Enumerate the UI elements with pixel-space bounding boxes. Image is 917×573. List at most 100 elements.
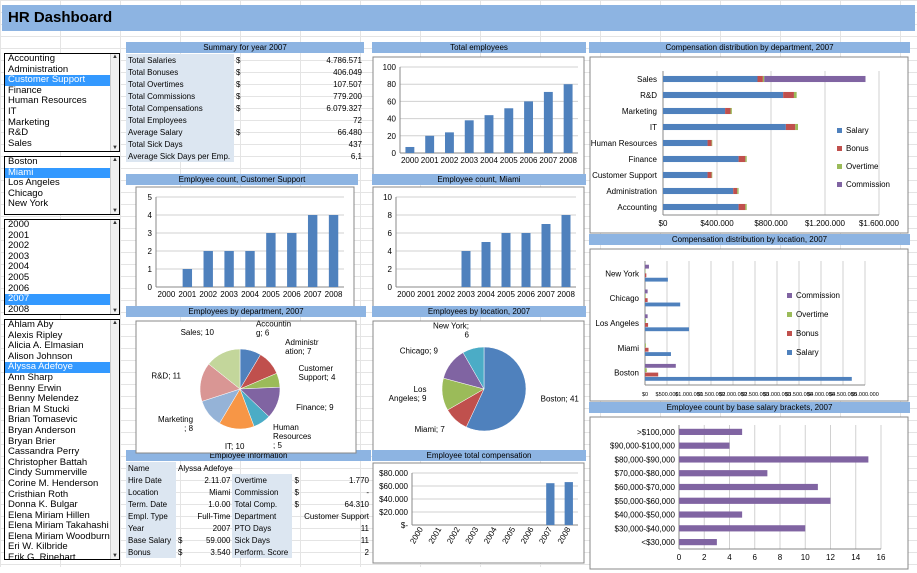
info-label: Base Salary [126, 534, 176, 546]
employees-list-item[interactable]: Erik G. Rinehart [5, 553, 119, 560]
comp-loc-title: Compensation distribution by location, 2… [589, 234, 910, 245]
summary-currency: $ [234, 126, 248, 138]
bar [679, 456, 868, 462]
info-currency [292, 510, 300, 522]
bar-segment [663, 108, 725, 114]
x-tick-label: $1.600.000 [859, 219, 900, 228]
comp-loc-chart: $0$500.000$1.000.000$1.500.000$2.000.000… [589, 245, 910, 403]
bar-segment [764, 76, 865, 82]
locations-scrollbar[interactable]: ▲▼ [110, 157, 119, 214]
bar-segment [731, 108, 732, 114]
bar-segment [663, 156, 739, 162]
bar [405, 147, 414, 153]
x-tick-label: 2005 [262, 290, 280, 299]
departments-list-item[interactable]: Human Resources [5, 96, 119, 107]
info-value: - [301, 486, 371, 498]
x-tick-label: 2008 [325, 290, 343, 299]
x-tick-label: 2005 [497, 290, 515, 299]
x-tick-label: 2 [702, 553, 707, 562]
scroll-down-icon[interactable]: ▼ [112, 308, 118, 314]
bar-segment [712, 140, 713, 146]
summary-currency: $ [234, 90, 248, 102]
summary-label: Total Commissions [126, 90, 234, 102]
legend-swatch [837, 128, 842, 133]
summary-value: 72 [248, 114, 364, 126]
summary-label: Total Employees [126, 114, 234, 126]
bar [504, 108, 513, 153]
info-label: Location [126, 486, 176, 498]
summary-row: Average Sick Days per Emp.6,1 [126, 150, 364, 162]
bar [542, 224, 551, 287]
employee-name-value: Alyssa Adefoye [176, 462, 371, 474]
scroll-up-icon[interactable]: ▲ [112, 320, 118, 326]
bar-segment [645, 265, 649, 269]
category-label: Marketing [622, 107, 657, 116]
locations-list-item[interactable]: Boston [5, 157, 119, 168]
summary-label: Total Overtimes [126, 78, 234, 90]
summary-value: 406.049 [248, 66, 364, 78]
info-value: 2007 [184, 522, 232, 534]
scroll-down-icon[interactable]: ▼ [112, 145, 118, 151]
departments-list-item[interactable]: Sales [5, 139, 119, 150]
category-label: R&D [640, 91, 657, 100]
years-list-item[interactable]: 2005 [5, 273, 119, 284]
pie-slice-label: Finance; 9 [296, 403, 334, 412]
scroll-up-icon[interactable]: ▲ [112, 220, 118, 226]
locations-list-item[interactable]: New York [5, 199, 119, 210]
legend-swatch [787, 331, 792, 336]
y-tick-label: 3 [148, 229, 153, 238]
summary-value: 6.079.327 [248, 102, 364, 114]
x-tick-label: 2004 [480, 156, 498, 165]
bar-segment [645, 323, 648, 327]
chart-frame [590, 417, 908, 569]
y-tick-label: 4 [148, 211, 153, 220]
employees-list-item[interactable]: Ann Sharp [5, 373, 119, 384]
bar [465, 120, 474, 153]
bar [204, 251, 213, 287]
bar [502, 233, 511, 287]
employees-list-item[interactable]: Bryan Anderson [5, 426, 119, 437]
bar-segment [725, 108, 730, 114]
departments-list-item[interactable]: Accounting [5, 54, 119, 65]
bar [425, 136, 434, 153]
y-tick-label: 8 [388, 211, 393, 220]
employees-list-item[interactable]: Ahlam Aby [5, 320, 119, 331]
legend-label: Commission [846, 180, 890, 189]
scroll-down-icon[interactable]: ▼ [112, 208, 118, 214]
bar-segment [758, 76, 763, 82]
scroll-down-icon[interactable]: ▼ [112, 553, 118, 559]
bar [183, 269, 192, 287]
bar [679, 484, 818, 490]
info-currency [176, 510, 184, 522]
departments-list-item[interactable]: IT [5, 107, 119, 118]
bar-segment [645, 373, 658, 377]
scroll-up-icon[interactable]: ▲ [112, 54, 118, 60]
info-label: Sick Days [232, 534, 292, 546]
bar-segment [645, 294, 646, 298]
y-tick-label: 0 [148, 283, 153, 292]
years-list-item[interactable]: 2008 [5, 305, 119, 315]
legend-label: Bonus [796, 329, 819, 338]
info-currency [176, 486, 184, 498]
years-scrollbar[interactable]: ▲▼ [110, 220, 119, 314]
years-list-item[interactable]: 2000 [5, 220, 119, 231]
y-tick-label: $60.000 [379, 482, 408, 491]
departments-scrollbar[interactable]: ▲▼ [110, 54, 119, 151]
x-tick-label: 2001 [421, 156, 439, 165]
summary-label: Total Salaries [126, 54, 234, 66]
dashboard-title: HR Dashboard [8, 9, 112, 26]
employees-scrollbar[interactable]: ▲▼ [110, 320, 119, 559]
x-tick-label: 16 [877, 553, 886, 562]
scroll-up-icon[interactable]: ▲ [112, 157, 118, 163]
pie-slice-label: Sales; 10 [181, 328, 215, 337]
employees-list-item[interactable]: Corine M. Henderson [5, 479, 119, 490]
